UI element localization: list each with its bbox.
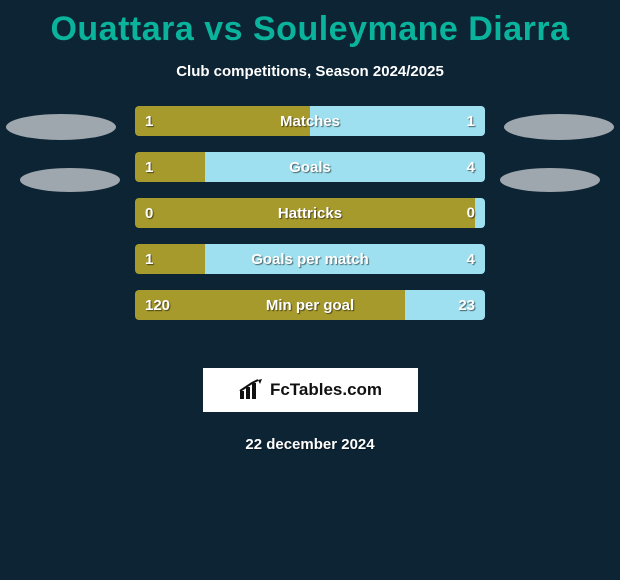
date-line: 22 december 2024	[0, 436, 620, 453]
bar-right-segment: 4	[205, 152, 485, 182]
bar-right-value: 0	[467, 205, 475, 222]
bar-left-value: 120	[145, 297, 170, 314]
bar-left-value: 1	[145, 159, 153, 176]
player-right-slot-1	[504, 114, 614, 140]
bar-left-value: 0	[145, 205, 153, 222]
bar-right-value: 4	[467, 159, 475, 176]
bar-right-value: 1	[467, 113, 475, 130]
bar-row: 11Matches	[135, 106, 485, 136]
bar-left-segment: 120	[135, 290, 405, 320]
bar-row: 12023Min per goal	[135, 290, 485, 320]
bar-row: 14Goals	[135, 152, 485, 182]
bar-left-value: 1	[145, 251, 153, 268]
bars-container: 11Matches14Goals00Hattricks14Goals per m…	[135, 106, 485, 336]
logo-chart-icon	[238, 379, 264, 401]
logo-box[interactable]: FcTables.com	[203, 368, 418, 412]
bar-right-segment: 4	[205, 244, 485, 274]
bar-right-segment: 1	[310, 106, 485, 136]
bar-row: 00Hattricks	[135, 198, 485, 228]
bar-right-value: 4	[467, 251, 475, 268]
bar-row: 14Goals per match	[135, 244, 485, 274]
player-right-slot-2	[500, 168, 600, 192]
page-title: Ouattara vs Souleymane Diarra	[0, 0, 620, 49]
bar-left-value: 1	[145, 113, 153, 130]
bar-left-segment: 1	[135, 152, 205, 182]
bar-left-segment: 1	[135, 106, 310, 136]
bar-left-segment: 1	[135, 244, 205, 274]
bar-left-segment: 0	[135, 198, 475, 228]
bar-right-segment: 23	[405, 290, 486, 320]
player-left-slot-2	[20, 168, 120, 192]
player-left-slot-1	[6, 114, 116, 140]
bar-right-value: 23	[458, 297, 475, 314]
bar-right-segment	[475, 198, 485, 228]
comparison-chart: 11Matches14Goals00Hattricks14Goals per m…	[0, 116, 620, 356]
subtitle: Club competitions, Season 2024/2025	[0, 63, 620, 80]
logo-text: FcTables.com	[270, 380, 382, 400]
